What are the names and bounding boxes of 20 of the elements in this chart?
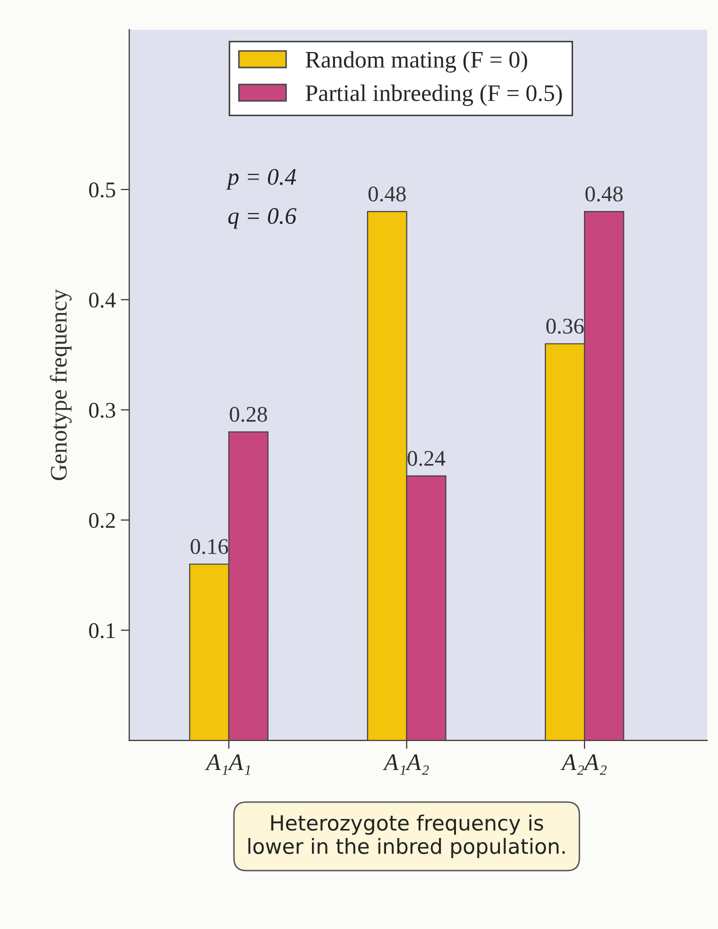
y-tick-label: 0.1 [89,623,115,638]
y-tick-label: 0.3 [89,402,116,418]
y-tick-label: 0.4 [89,292,116,308]
legend-label: Random mating (F = 0) [306,51,528,73]
data-label: 0.24 [408,450,446,466]
text: Heterozygote frequency is lower in the inbred population. [248,814,565,858]
data-label: 0.16 [190,539,228,554]
y-tick-label: 0.5 [89,182,116,198]
x-tick-label: A₂A₂ [560,754,607,775]
annotation: p = 0.4 [226,168,296,190]
y-axis-title: Genotype frequency [50,289,72,480]
data-label: 0.28 [230,406,267,422]
x-tick-label: A₁A₂ [382,754,429,775]
data-label: 0.48 [585,186,623,202]
x-tick-label: A₁A₁ [204,754,250,775]
annotation: q = 0.6 [228,208,296,229]
data-label: 0.36 [546,318,584,334]
legend-label: Partial inbreeding (F = 0.5) [306,84,562,106]
data-label: 0.48 [368,186,406,202]
y-tick-label: 0.2 [89,512,115,528]
